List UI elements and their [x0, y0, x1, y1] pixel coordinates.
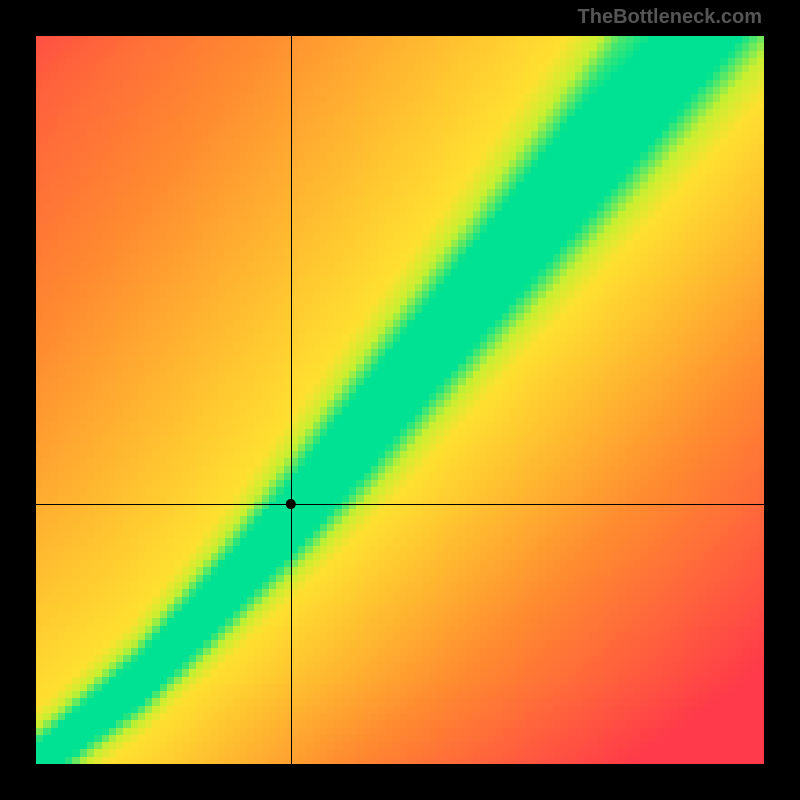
plot-area	[36, 36, 764, 764]
watermark-text: TheBottleneck.com	[578, 6, 762, 29]
chart-frame: TheBottleneck.com	[0, 0, 800, 800]
heatmap-canvas	[36, 36, 764, 764]
